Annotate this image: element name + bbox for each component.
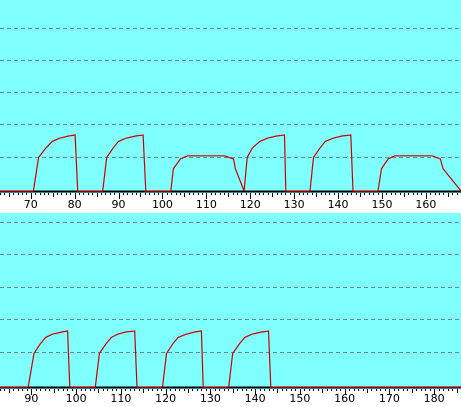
x-tick-label: 150 — [289, 392, 310, 405]
x-tick-label: 110 — [110, 392, 131, 405]
series-line — [0, 330, 461, 388]
x-tick-label: 120 — [240, 198, 261, 211]
x-tick-label: 180 — [424, 392, 445, 405]
x-tick-label: 160 — [334, 392, 355, 405]
x-tick-label: 170 — [379, 392, 400, 405]
x-tick-label: 80 — [68, 198, 82, 211]
x-tick-label: 90 — [112, 198, 126, 211]
plot-background — [0, 0, 461, 193]
x-axis-strip — [0, 193, 461, 213]
x-tick-label: 150 — [371, 198, 392, 211]
x-tick-label: 110 — [196, 198, 217, 211]
x-tick-label: 120 — [155, 392, 176, 405]
x-tick-label: 90 — [24, 392, 38, 405]
x-tick-label: 100 — [152, 198, 173, 211]
x-tick-label: 160 — [415, 198, 436, 211]
chart-panel-top: 70 80 90 100 110 120 130 140 150 160 — [0, 0, 461, 213]
x-tick-label: 140 — [245, 392, 266, 405]
series-line — [0, 134, 461, 192]
plot-background — [0, 213, 461, 389]
x-tick-label: 70 — [24, 198, 38, 211]
x-tick-label: 100 — [66, 392, 87, 405]
chart-panel-bottom: 90 100 110 120 130 140 150 160 170 180 — [0, 213, 461, 407]
x-tick-label: 130 — [200, 392, 221, 405]
x-tick-label: 130 — [284, 198, 305, 211]
x-tick-label: 140 — [328, 198, 349, 211]
